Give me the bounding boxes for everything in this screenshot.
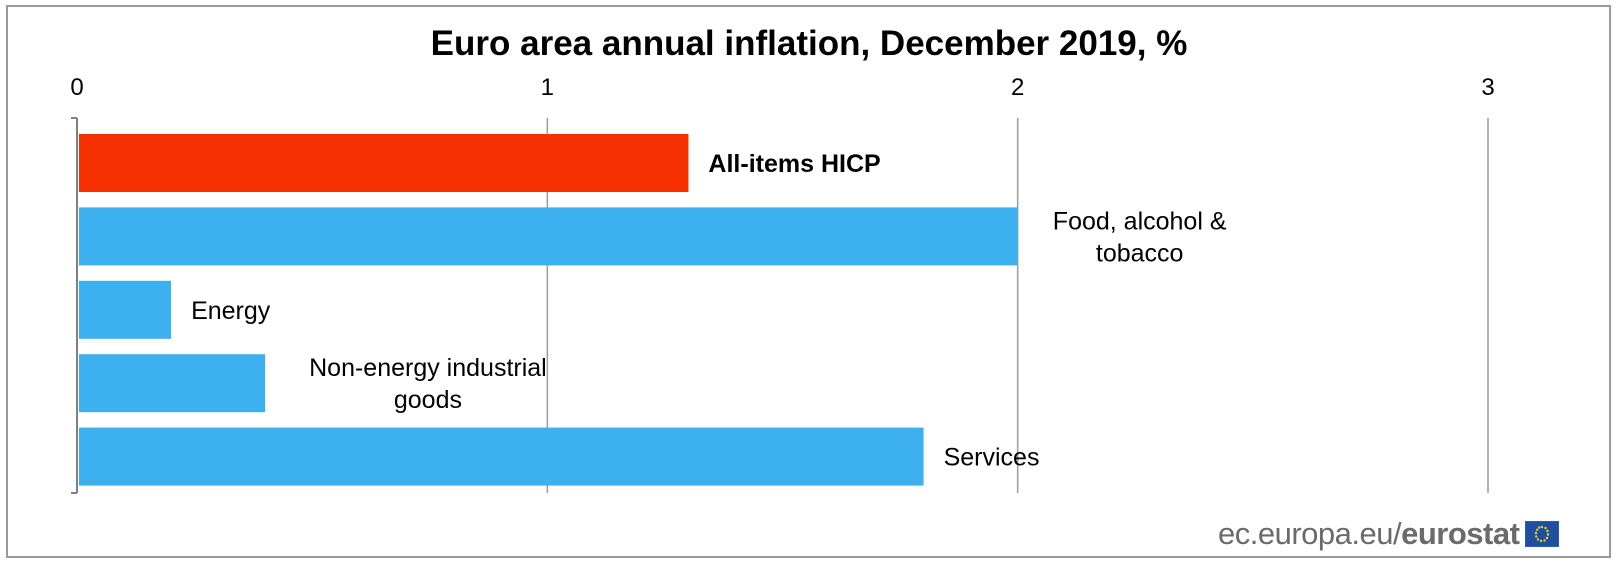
chart-title: Euro area annual inflation, December 201… <box>431 24 1188 63</box>
credit-brand: eurostat <box>1401 516 1520 551</box>
bar-label: All-items HICP <box>708 150 880 178</box>
bar <box>79 354 266 413</box>
x-tick-label: 0 <box>70 74 83 101</box>
bar-label: goods <box>394 386 462 414</box>
bar-label: tobacco <box>1096 239 1184 267</box>
bars <box>79 134 1018 486</box>
bar-label: Services <box>944 444 1040 472</box>
eu-flag-icon <box>1525 521 1560 547</box>
credit-site: ec.europa.eu/ <box>1218 516 1402 551</box>
x-tick-label: 3 <box>1481 74 1494 101</box>
bar <box>79 134 689 192</box>
bar-label: Food, alcohol & <box>1053 207 1227 235</box>
bar <box>79 207 1018 266</box>
bar-labels: All-items HICP Food, alcohol & tobacco Ener… <box>191 150 1227 472</box>
bar <box>79 280 172 339</box>
x-tick-label: 1 <box>541 74 554 101</box>
bar <box>79 427 924 486</box>
eurostat-credit: ec.europa.eu/ eurostat <box>1218 516 1560 552</box>
x-tick-label: 2 <box>1011 74 1024 101</box>
x-axis-ticks: 0 1 2 3 <box>70 74 1494 101</box>
bar-label: Non-energy industrial <box>309 354 547 382</box>
bar-label: Energy <box>191 297 271 325</box>
